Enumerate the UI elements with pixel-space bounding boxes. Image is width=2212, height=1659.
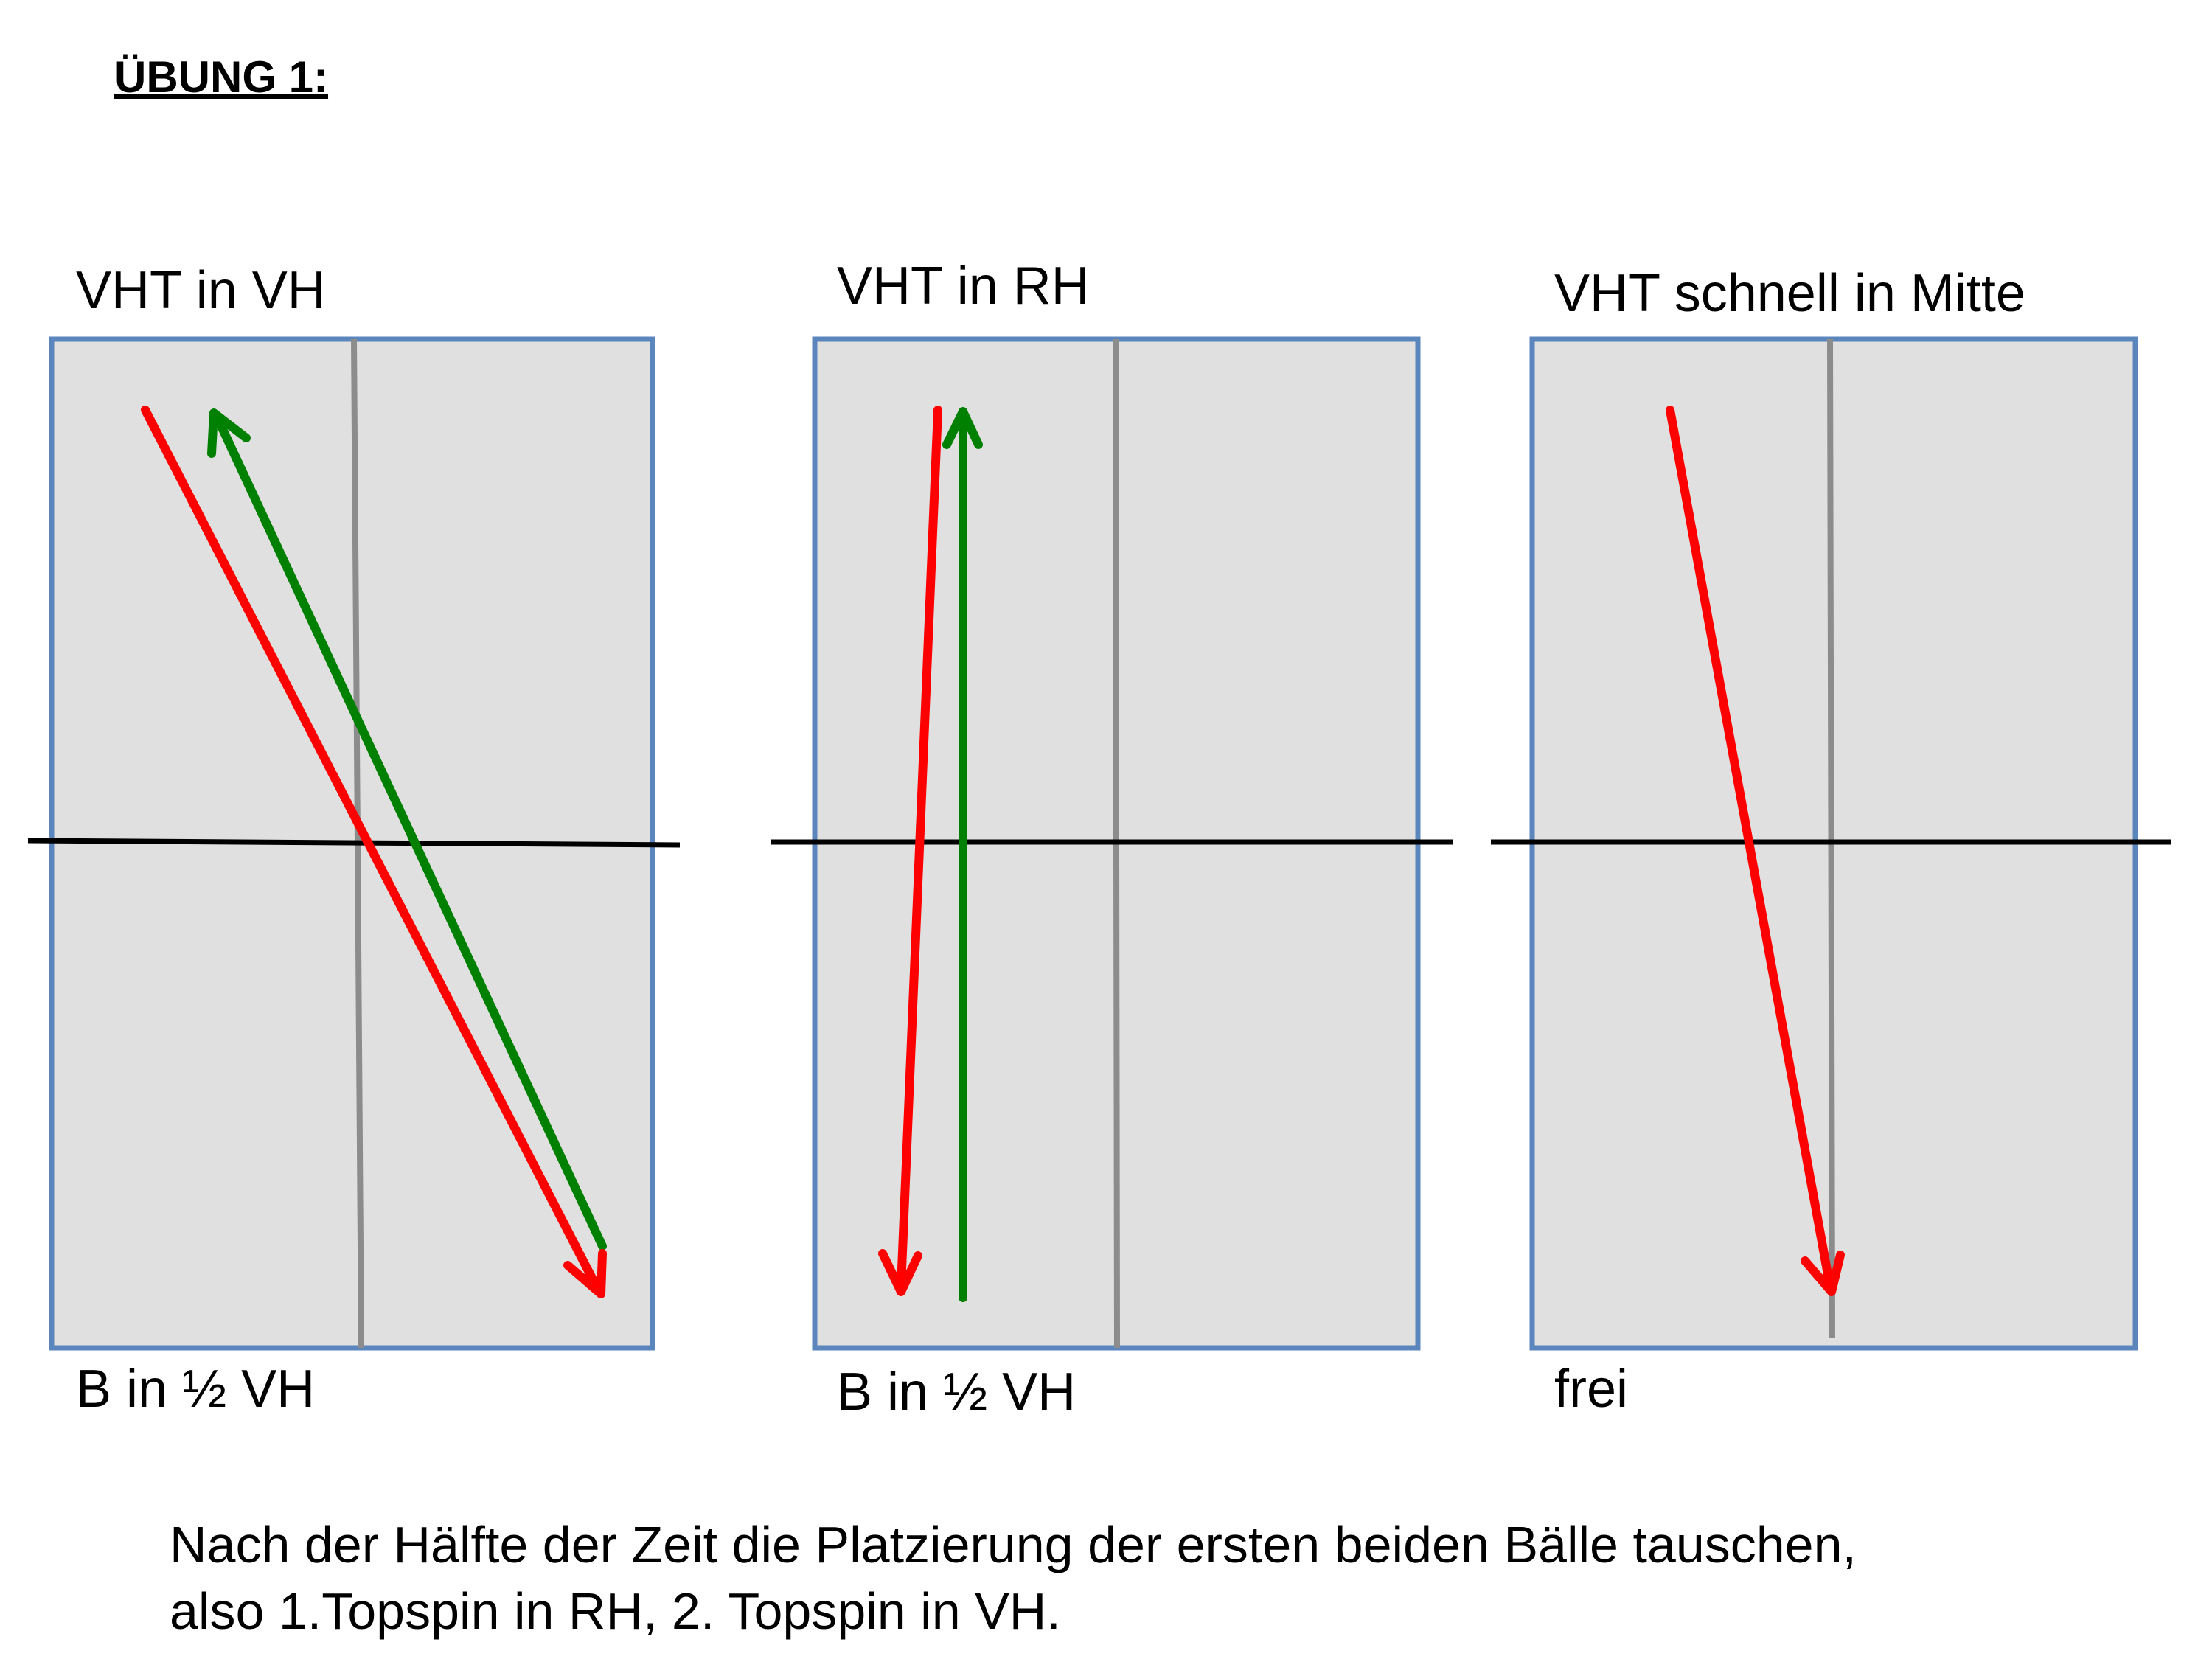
panel-2-bottom-label: B in ½ VH — [837, 1363, 1077, 1422]
panel-3-top-label: VHT schnell in Mitte — [1554, 264, 2025, 323]
table-1-red-arrow — [141, 406, 607, 1298]
table-1-green-arrow — [207, 408, 607, 1251]
exercise-title: ÜBUNG 1: — [114, 52, 329, 102]
table-2-red-arrow — [878, 406, 942, 1296]
table-3-red-arrow — [1666, 406, 1845, 1296]
table-panel-3 — [1491, 336, 2171, 1351]
panel-1-top-label: VHT in VH — [76, 261, 326, 320]
footer-line-1: Nach der Hälfte der Zeit die Platzierung… — [170, 1516, 1857, 1573]
table-panel-2 — [771, 336, 1453, 1351]
panel-3-bottom-label: frei — [1554, 1360, 1629, 1419]
panel-2-top-label: VHT in RH — [837, 257, 1090, 316]
panel-1-bottom-label: B in ½ VH — [76, 1360, 316, 1419]
table-3-center-line — [1827, 338, 1835, 1339]
table-panel-1 — [27, 336, 681, 1351]
footer-instructions: Nach der Hälfte der Zeit die Platzierung… — [170, 1512, 1857, 1644]
table-1-net — [27, 838, 681, 848]
footer-line-2: also 1.Topspin in RH, 2. Topspin in VH. — [170, 1582, 1061, 1640]
table-2-green-arrow — [942, 407, 983, 1302]
